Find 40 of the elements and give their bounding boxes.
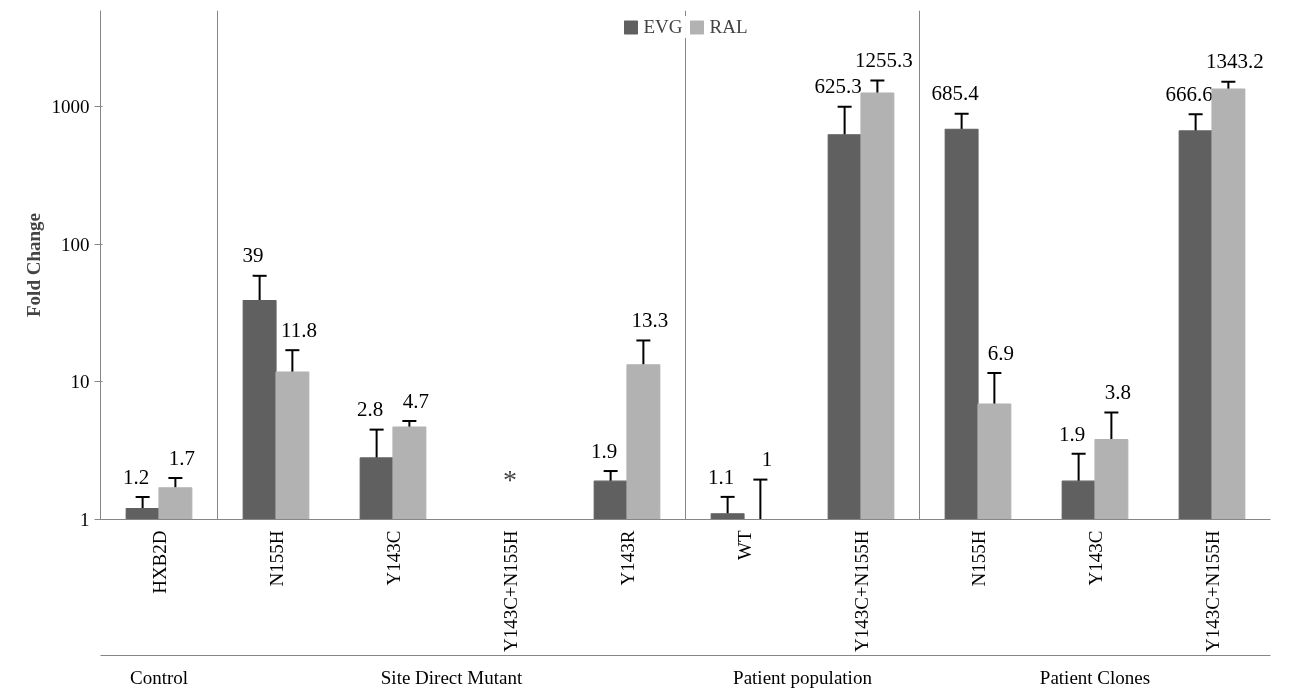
data-label: 39	[242, 243, 264, 268]
x-tick-label: N155H	[967, 530, 989, 587]
text: Control	[129, 666, 189, 688]
x-tick-label: Y143C	[382, 530, 404, 586]
data-label: 1	[761, 447, 773, 472]
data-label: 6.9	[987, 340, 1015, 365]
x-tick-label: Y143C+N155H	[499, 530, 521, 653]
y-tick-label: 1	[80, 509, 90, 530]
x-tick-label: Y143C+N155H	[1201, 530, 1223, 653]
annotation: *	[503, 464, 517, 495]
y-axis-title: Fold Change	[22, 212, 44, 317]
y-tick-label: 10	[70, 371, 90, 393]
x-tick-label: Y143C	[1084, 530, 1106, 586]
x-tick-label: HXB2D	[148, 530, 170, 594]
text: Patient population	[733, 666, 873, 688]
data-label: 666.6	[1165, 81, 1213, 106]
data-label: 685.4	[931, 81, 980, 106]
x-tick-label: WT	[733, 530, 755, 561]
y-tick-label: 100	[61, 233, 90, 255]
data-label: 1.9	[1058, 421, 1086, 446]
data-label: 2.8	[356, 397, 384, 422]
data-label: 13.3	[631, 308, 669, 333]
data-label: 3.8	[1104, 380, 1132, 405]
legend-label: RAL	[709, 16, 748, 38]
data-label: 11.8	[280, 317, 317, 342]
x-tick-label: N155H	[265, 530, 287, 587]
data-label: 1.2	[122, 464, 150, 489]
data-label: 1.7	[168, 445, 196, 470]
x-tick-label: Y143R	[616, 530, 638, 586]
x-tick-label: Y143C+N155H	[850, 530, 872, 653]
data-label: 1.9	[590, 438, 618, 463]
text: Site Direct Mutant	[380, 666, 523, 688]
data-label: 1343.2	[1206, 49, 1264, 74]
data-label: 1255.3	[855, 48, 913, 73]
y-tick-label: 1000	[51, 96, 90, 118]
legend-label: EVG	[643, 16, 683, 38]
data-label: 625.3	[814, 74, 862, 99]
data-label: 4.7	[402, 388, 430, 413]
text: Patient Clones	[1039, 666, 1151, 688]
data-label: 1.1	[707, 464, 735, 489]
